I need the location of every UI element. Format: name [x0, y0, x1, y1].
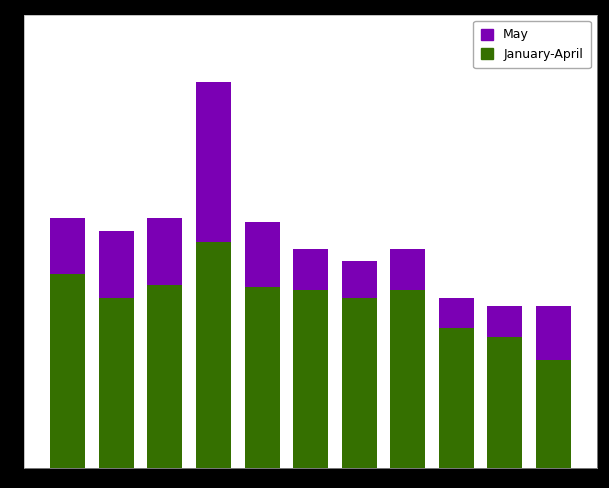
Bar	[536, 361, 571, 468]
Bar	[342, 261, 376, 298]
Bar	[342, 298, 376, 468]
Bar	[438, 328, 474, 468]
Bar	[245, 222, 280, 287]
Bar	[536, 306, 571, 361]
Bar	[293, 249, 328, 290]
Bar	[487, 306, 523, 337]
Bar	[196, 242, 231, 468]
Bar	[147, 218, 183, 285]
Bar	[99, 231, 134, 298]
Bar	[196, 81, 231, 242]
Bar	[99, 298, 134, 468]
Bar	[438, 298, 474, 328]
Bar	[390, 249, 425, 290]
Bar	[293, 290, 328, 468]
Bar	[390, 290, 425, 468]
Legend: May, January-April: May, January-April	[473, 21, 591, 68]
Bar	[51, 218, 85, 274]
Bar	[51, 274, 85, 468]
Bar	[245, 287, 280, 468]
Bar	[147, 285, 183, 468]
Bar	[487, 337, 523, 468]
